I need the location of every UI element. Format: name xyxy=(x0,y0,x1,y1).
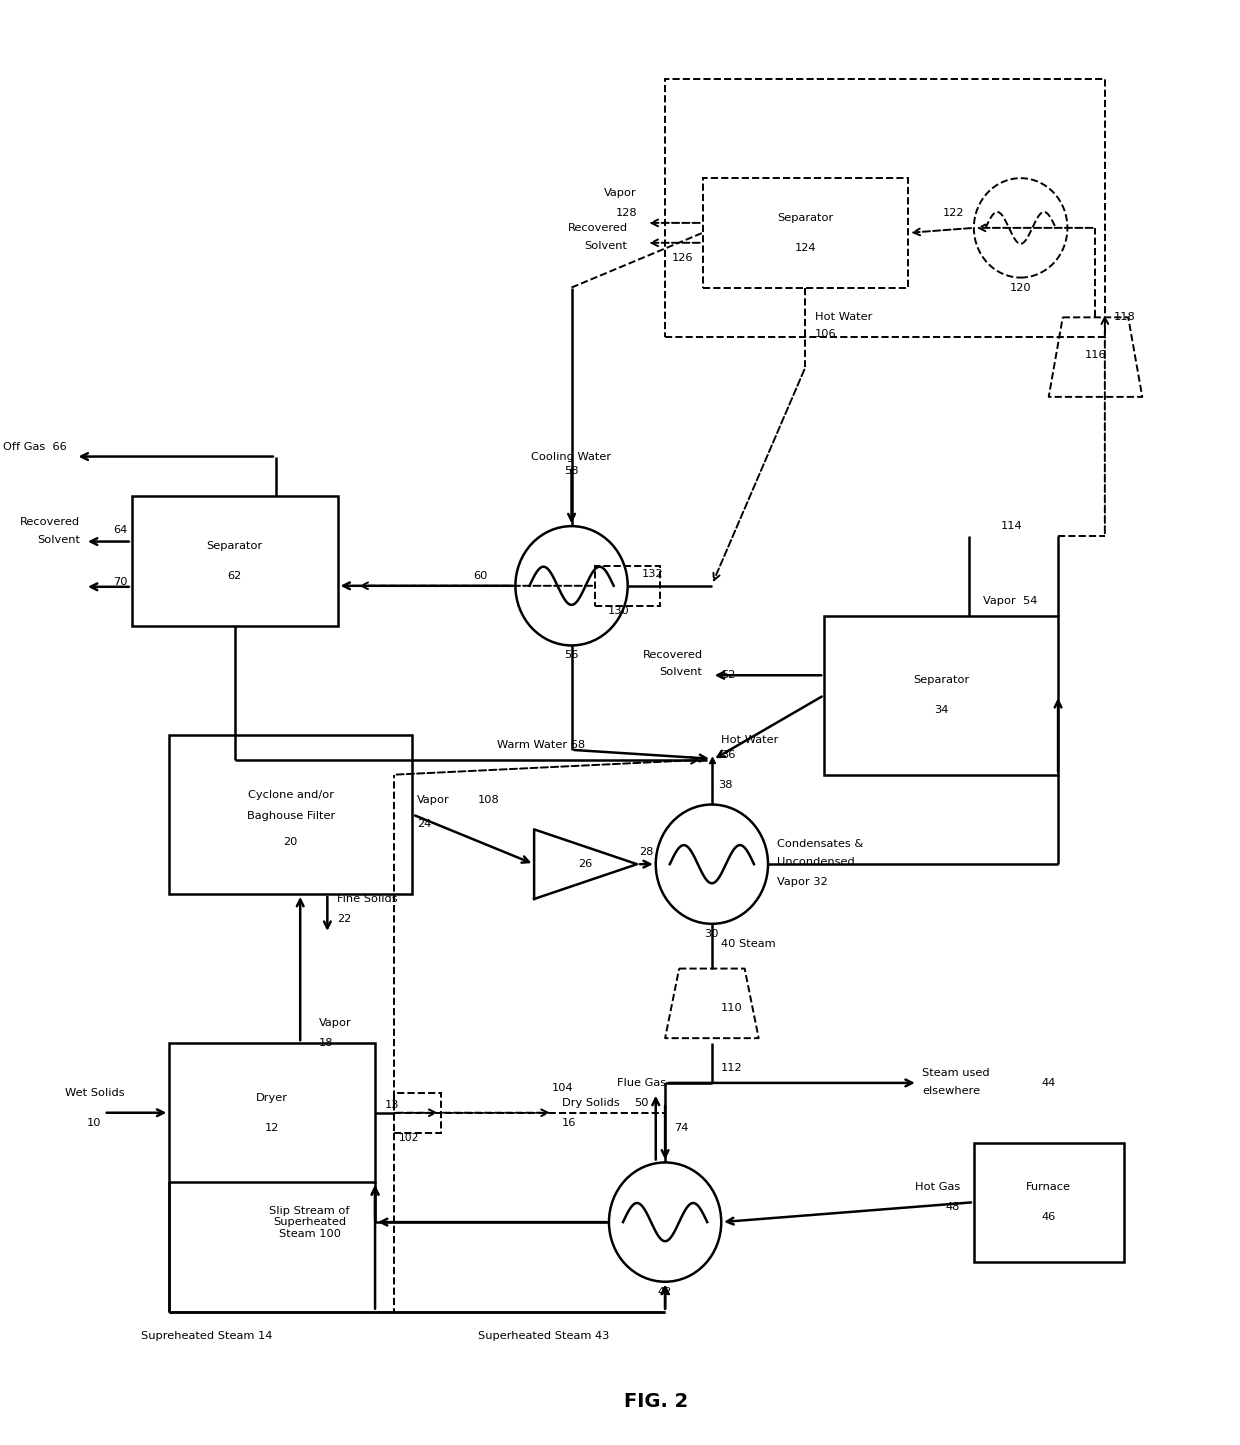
Text: Vapor: Vapor xyxy=(417,795,450,805)
Text: 48: 48 xyxy=(945,1202,960,1212)
Text: Off Gas  66: Off Gas 66 xyxy=(2,442,66,452)
Text: FIG. 2: FIG. 2 xyxy=(624,1392,688,1410)
Text: 126: 126 xyxy=(672,253,693,263)
Text: 124: 124 xyxy=(795,243,816,253)
Text: 13: 13 xyxy=(384,1100,399,1110)
Text: 56: 56 xyxy=(564,650,579,660)
Text: 74: 74 xyxy=(675,1123,689,1133)
Text: Baghouse Filter: Baghouse Filter xyxy=(247,812,335,821)
Text: 38: 38 xyxy=(718,780,733,789)
Text: Hot Water: Hot Water xyxy=(815,312,872,322)
Bar xyxy=(665,78,1105,337)
Text: Uncondensed: Uncondensed xyxy=(777,857,856,867)
Text: 130: 130 xyxy=(608,605,629,616)
Text: Solvent: Solvent xyxy=(37,535,81,545)
Text: Superheated Steam 43: Superheated Steam 43 xyxy=(477,1331,609,1341)
Bar xyxy=(973,1143,1123,1261)
Text: Hot Water: Hot Water xyxy=(722,736,779,746)
Text: 60: 60 xyxy=(472,571,487,581)
Text: Flue Gas: Flue Gas xyxy=(618,1078,666,1088)
Text: 102: 102 xyxy=(398,1133,419,1143)
Text: 114: 114 xyxy=(1001,522,1022,532)
Text: 36: 36 xyxy=(722,750,735,760)
Text: Separator: Separator xyxy=(777,212,833,223)
Text: 118: 118 xyxy=(1115,312,1136,322)
Text: 26: 26 xyxy=(578,860,593,870)
Text: 110: 110 xyxy=(722,1003,743,1013)
Text: 40 Steam: 40 Steam xyxy=(722,939,776,949)
Text: 108: 108 xyxy=(477,795,500,805)
Text: 52: 52 xyxy=(722,670,735,681)
Text: 20: 20 xyxy=(284,837,298,847)
Text: 28: 28 xyxy=(639,847,653,857)
Text: Separator: Separator xyxy=(913,675,970,685)
Text: Hot Gas: Hot Gas xyxy=(915,1182,960,1192)
Text: Recovered: Recovered xyxy=(20,517,81,526)
Text: 116: 116 xyxy=(1085,350,1106,360)
Text: Vapor: Vapor xyxy=(604,188,637,198)
Text: Cooling Water: Cooling Water xyxy=(532,451,611,461)
Text: Solvent: Solvent xyxy=(585,241,627,251)
Text: 12: 12 xyxy=(265,1123,279,1133)
Text: 112: 112 xyxy=(722,1064,743,1074)
Text: 30: 30 xyxy=(704,929,719,939)
Text: 46: 46 xyxy=(1042,1212,1055,1222)
Text: Cyclone and/or: Cyclone and/or xyxy=(248,789,334,799)
Text: 34: 34 xyxy=(934,705,949,715)
Text: Condensates &: Condensates & xyxy=(777,840,863,850)
Text: 132: 132 xyxy=(642,569,663,579)
Text: Wet Solids: Wet Solids xyxy=(64,1088,124,1098)
Text: 106: 106 xyxy=(815,329,837,340)
Bar xyxy=(595,566,661,605)
Text: Furnace: Furnace xyxy=(1027,1182,1071,1192)
Text: Supreheated Steam 14: Supreheated Steam 14 xyxy=(141,1331,273,1341)
Text: 122: 122 xyxy=(942,208,965,218)
Text: 22: 22 xyxy=(337,913,351,923)
Bar xyxy=(825,616,1058,775)
Text: Warm Water 68: Warm Water 68 xyxy=(497,740,585,750)
Text: 120: 120 xyxy=(1009,283,1032,292)
Text: 50: 50 xyxy=(635,1098,649,1108)
Bar xyxy=(131,496,337,626)
Text: 70: 70 xyxy=(113,577,128,587)
Bar xyxy=(394,1092,440,1133)
Bar xyxy=(169,1043,374,1182)
Text: elsewhere: elsewhere xyxy=(923,1085,981,1095)
Text: 16: 16 xyxy=(562,1117,577,1127)
Bar xyxy=(703,178,909,288)
Text: 62: 62 xyxy=(228,571,242,581)
Text: 18: 18 xyxy=(319,1038,334,1048)
Text: Vapor 32: Vapor 32 xyxy=(777,877,828,887)
Text: 24: 24 xyxy=(417,819,432,829)
Text: Recovered: Recovered xyxy=(568,223,627,233)
Text: Solvent: Solvent xyxy=(660,668,703,678)
Text: Vapor: Vapor xyxy=(319,1019,352,1029)
Text: Recovered: Recovered xyxy=(642,650,703,660)
Text: 42: 42 xyxy=(658,1286,672,1296)
Text: 44: 44 xyxy=(1042,1078,1055,1088)
Text: Steam used: Steam used xyxy=(923,1068,990,1078)
Text: 128: 128 xyxy=(615,208,637,218)
Text: Dryer: Dryer xyxy=(257,1092,288,1103)
Text: 104: 104 xyxy=(552,1082,573,1092)
Text: 10: 10 xyxy=(87,1117,102,1127)
Text: Vapor  54: Vapor 54 xyxy=(983,595,1038,605)
Text: Separator: Separator xyxy=(207,540,263,551)
Text: Slip Stream of
Superheated
Steam 100: Slip Stream of Superheated Steam 100 xyxy=(269,1205,350,1238)
Text: Fine Solids: Fine Solids xyxy=(337,894,397,905)
Text: 64: 64 xyxy=(113,525,128,535)
Bar xyxy=(169,736,413,894)
Text: 58: 58 xyxy=(564,467,579,477)
Text: Dry Solids: Dry Solids xyxy=(562,1098,620,1108)
